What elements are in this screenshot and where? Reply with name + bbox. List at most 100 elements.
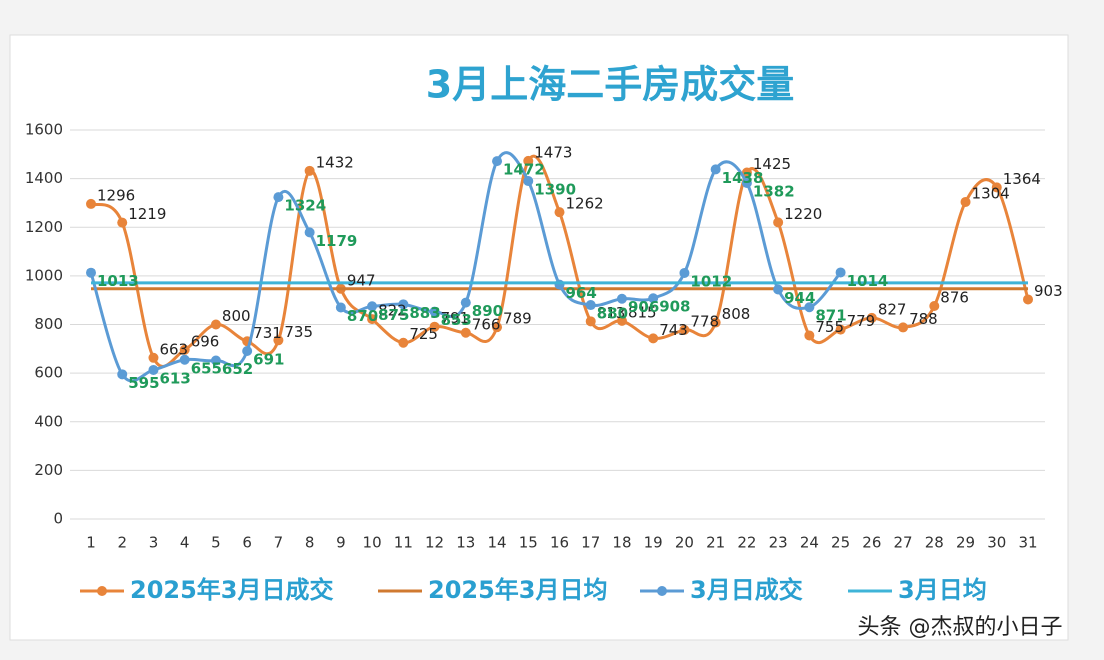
data-point	[554, 207, 565, 218]
data-point	[554, 279, 565, 290]
data-label: 1013	[97, 272, 139, 290]
data-point	[179, 344, 190, 355]
data-label: 870	[347, 307, 378, 325]
data-label: 755	[815, 318, 844, 336]
data-label: 808	[722, 305, 751, 323]
data-label: 1220	[784, 205, 822, 223]
data-label: 652	[222, 360, 253, 378]
x-tick-label: 15	[519, 534, 538, 552]
data-label: 827	[878, 300, 907, 318]
x-tick-label: 14	[487, 534, 506, 552]
y-tick-label: 0	[53, 510, 63, 528]
data-label: 1219	[128, 205, 166, 223]
x-tick-label: 27	[894, 534, 913, 552]
y-tick-label: 1400	[25, 169, 63, 187]
data-label: 1324	[284, 197, 326, 215]
data-point	[335, 302, 346, 313]
data-label: 883	[409, 304, 440, 322]
data-label: 595	[128, 374, 159, 392]
data-point	[460, 327, 471, 338]
data-point	[648, 293, 659, 304]
data-point	[585, 316, 596, 327]
data-point	[367, 301, 378, 312]
data-label: 691	[253, 351, 284, 369]
x-tick-label: 9	[336, 534, 346, 552]
x-tick-label: 28	[925, 534, 944, 552]
x-tick-label: 3	[149, 534, 159, 552]
y-tick-label: 200	[34, 461, 63, 479]
data-point	[398, 299, 409, 310]
data-point	[367, 314, 378, 325]
x-tick-label: 13	[456, 534, 475, 552]
x-tick-label: 23	[769, 534, 788, 552]
data-point	[773, 284, 784, 295]
data-label: 880	[597, 305, 628, 323]
data-label: 1262	[566, 195, 604, 213]
data-point	[117, 369, 128, 380]
data-point	[835, 267, 846, 278]
data-point	[304, 227, 315, 238]
x-tick-label: 7	[274, 534, 284, 552]
data-point	[929, 301, 940, 312]
data-point	[460, 297, 471, 308]
y-tick-label: 1000	[25, 266, 63, 284]
legend-label: 2025年3月日均	[428, 576, 608, 604]
data-label: 1296	[97, 186, 135, 204]
data-point	[148, 352, 159, 363]
x-tick-label: 5	[211, 534, 221, 552]
data-label: 815	[628, 303, 657, 321]
data-point	[242, 346, 253, 357]
data-label: 779	[847, 312, 876, 330]
data-label: 791	[441, 309, 470, 327]
data-point	[679, 324, 690, 335]
data-label: 766	[472, 315, 501, 333]
data-point	[616, 315, 627, 326]
data-point	[710, 164, 721, 175]
legend-marker	[657, 586, 667, 596]
legend: 2025年3月日成交 2025年3月日均 3月日成交 3月日均	[80, 576, 987, 604]
data-label: 1014	[847, 272, 889, 290]
data-label: 1425	[753, 155, 791, 173]
data-point	[585, 300, 596, 311]
x-tick-label: 29	[956, 534, 975, 552]
data-point	[835, 324, 846, 335]
data-label: 853	[441, 311, 472, 329]
data-label: 696	[191, 332, 220, 350]
data-label: 1473	[534, 143, 572, 161]
data-label: 789	[503, 310, 532, 328]
data-label: 1432	[316, 153, 354, 171]
data-point	[741, 167, 752, 178]
data-point	[398, 337, 409, 348]
data-label: 890	[472, 302, 503, 320]
legend-label: 3月日均	[898, 576, 987, 604]
data-point	[523, 176, 534, 187]
x-tick-label: 6	[242, 534, 252, 552]
x-tick-label: 24	[800, 534, 819, 552]
x-tick-label: 25	[831, 534, 850, 552]
data-label: 903	[1034, 282, 1063, 300]
legend-label: 3月日成交	[690, 576, 803, 604]
data-label: 743	[659, 321, 688, 339]
chart-title: 3月上海二手房成交量	[426, 63, 794, 107]
data-label: 663	[159, 340, 188, 358]
data-label: 813	[597, 304, 626, 322]
x-tick-label: 22	[737, 534, 756, 552]
data-point	[210, 319, 221, 330]
x-tick-label: 19	[644, 534, 663, 552]
data-label: 871	[815, 307, 846, 325]
data-point	[304, 165, 315, 176]
x-tick-label: 10	[363, 534, 382, 552]
data-label: 1472	[503, 161, 545, 179]
data-label: 1438	[722, 169, 764, 187]
data-label: 1364	[1003, 170, 1041, 188]
data-label: 944	[784, 289, 815, 307]
data-point	[898, 322, 909, 333]
data-point	[210, 355, 221, 366]
data-label: 876	[940, 289, 969, 307]
x-tick-label: 21	[706, 534, 725, 552]
y-tick-label: 400	[34, 412, 63, 430]
data-point	[86, 198, 96, 209]
x-tick-label: 1	[86, 534, 96, 552]
data-label: 906	[628, 298, 659, 316]
data-label: 947	[347, 271, 376, 289]
